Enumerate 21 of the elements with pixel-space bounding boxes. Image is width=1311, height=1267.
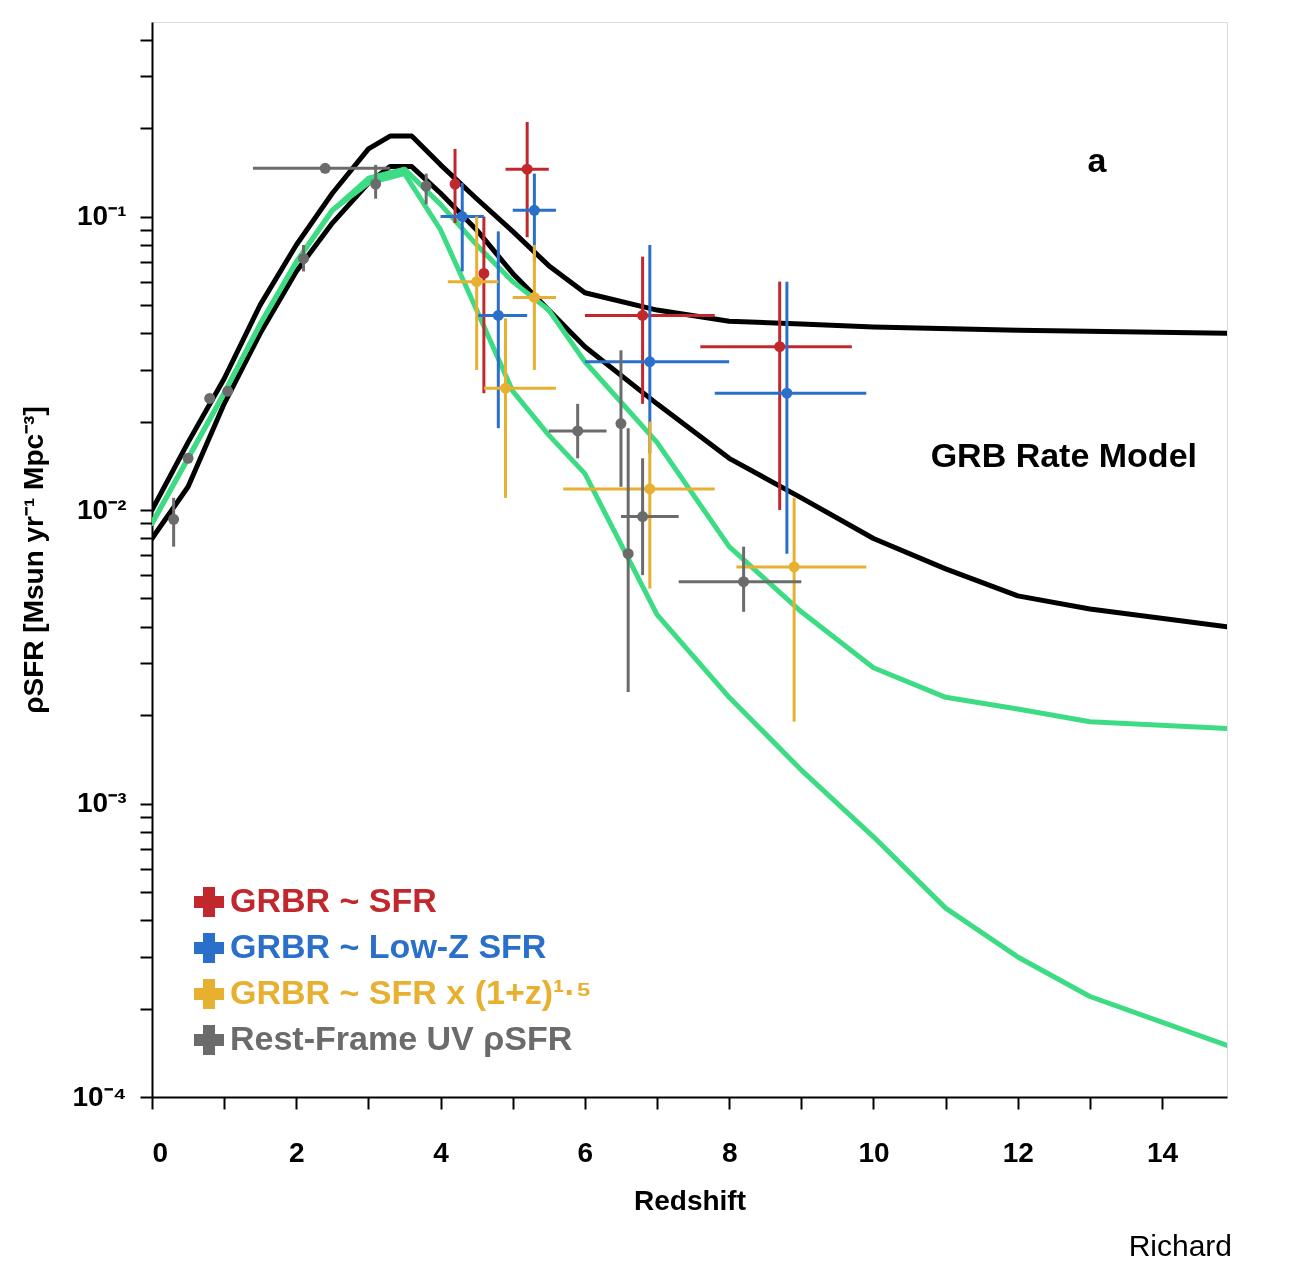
x-tick-label: 12 [1002,1136,1034,1168]
legend-label: Rest-Frame UV ρSFR [230,1019,573,1057]
text: Richard [1128,1229,1232,1262]
annotation: GRB Rate Model [930,436,1197,474]
annotation: a [1087,141,1108,179]
legend-label: GRBR ~ SFR [230,881,437,919]
x-tick-label: 6 [577,1136,594,1168]
y-tick-label: 10⁻¹ [77,200,127,232]
y-tick-label: 10⁻³ [77,787,127,819]
x-axis-title: Redshift [634,1184,746,1216]
x-tick-label: 4 [433,1136,450,1168]
y-axis-title: ρSFR [Msun yr⁻¹ Mpc⁻³] [17,406,49,714]
y-tick-label: 10⁻⁴ [72,1080,127,1112]
y-tick-label: 10⁻² [77,493,127,525]
legend-label: GRBR ~ SFR x (1+z)¹·⁵ [230,973,592,1011]
x-tick-label: 2 [289,1136,305,1168]
x-tick-label: 14 [1146,1136,1179,1168]
legend-label: GRBR ~ Low-Z SFR [230,927,547,965]
x-tick-label: 8 [721,1136,738,1168]
x-tick-label: 0 [152,1136,169,1168]
x-tick-label: 10 [858,1136,890,1168]
